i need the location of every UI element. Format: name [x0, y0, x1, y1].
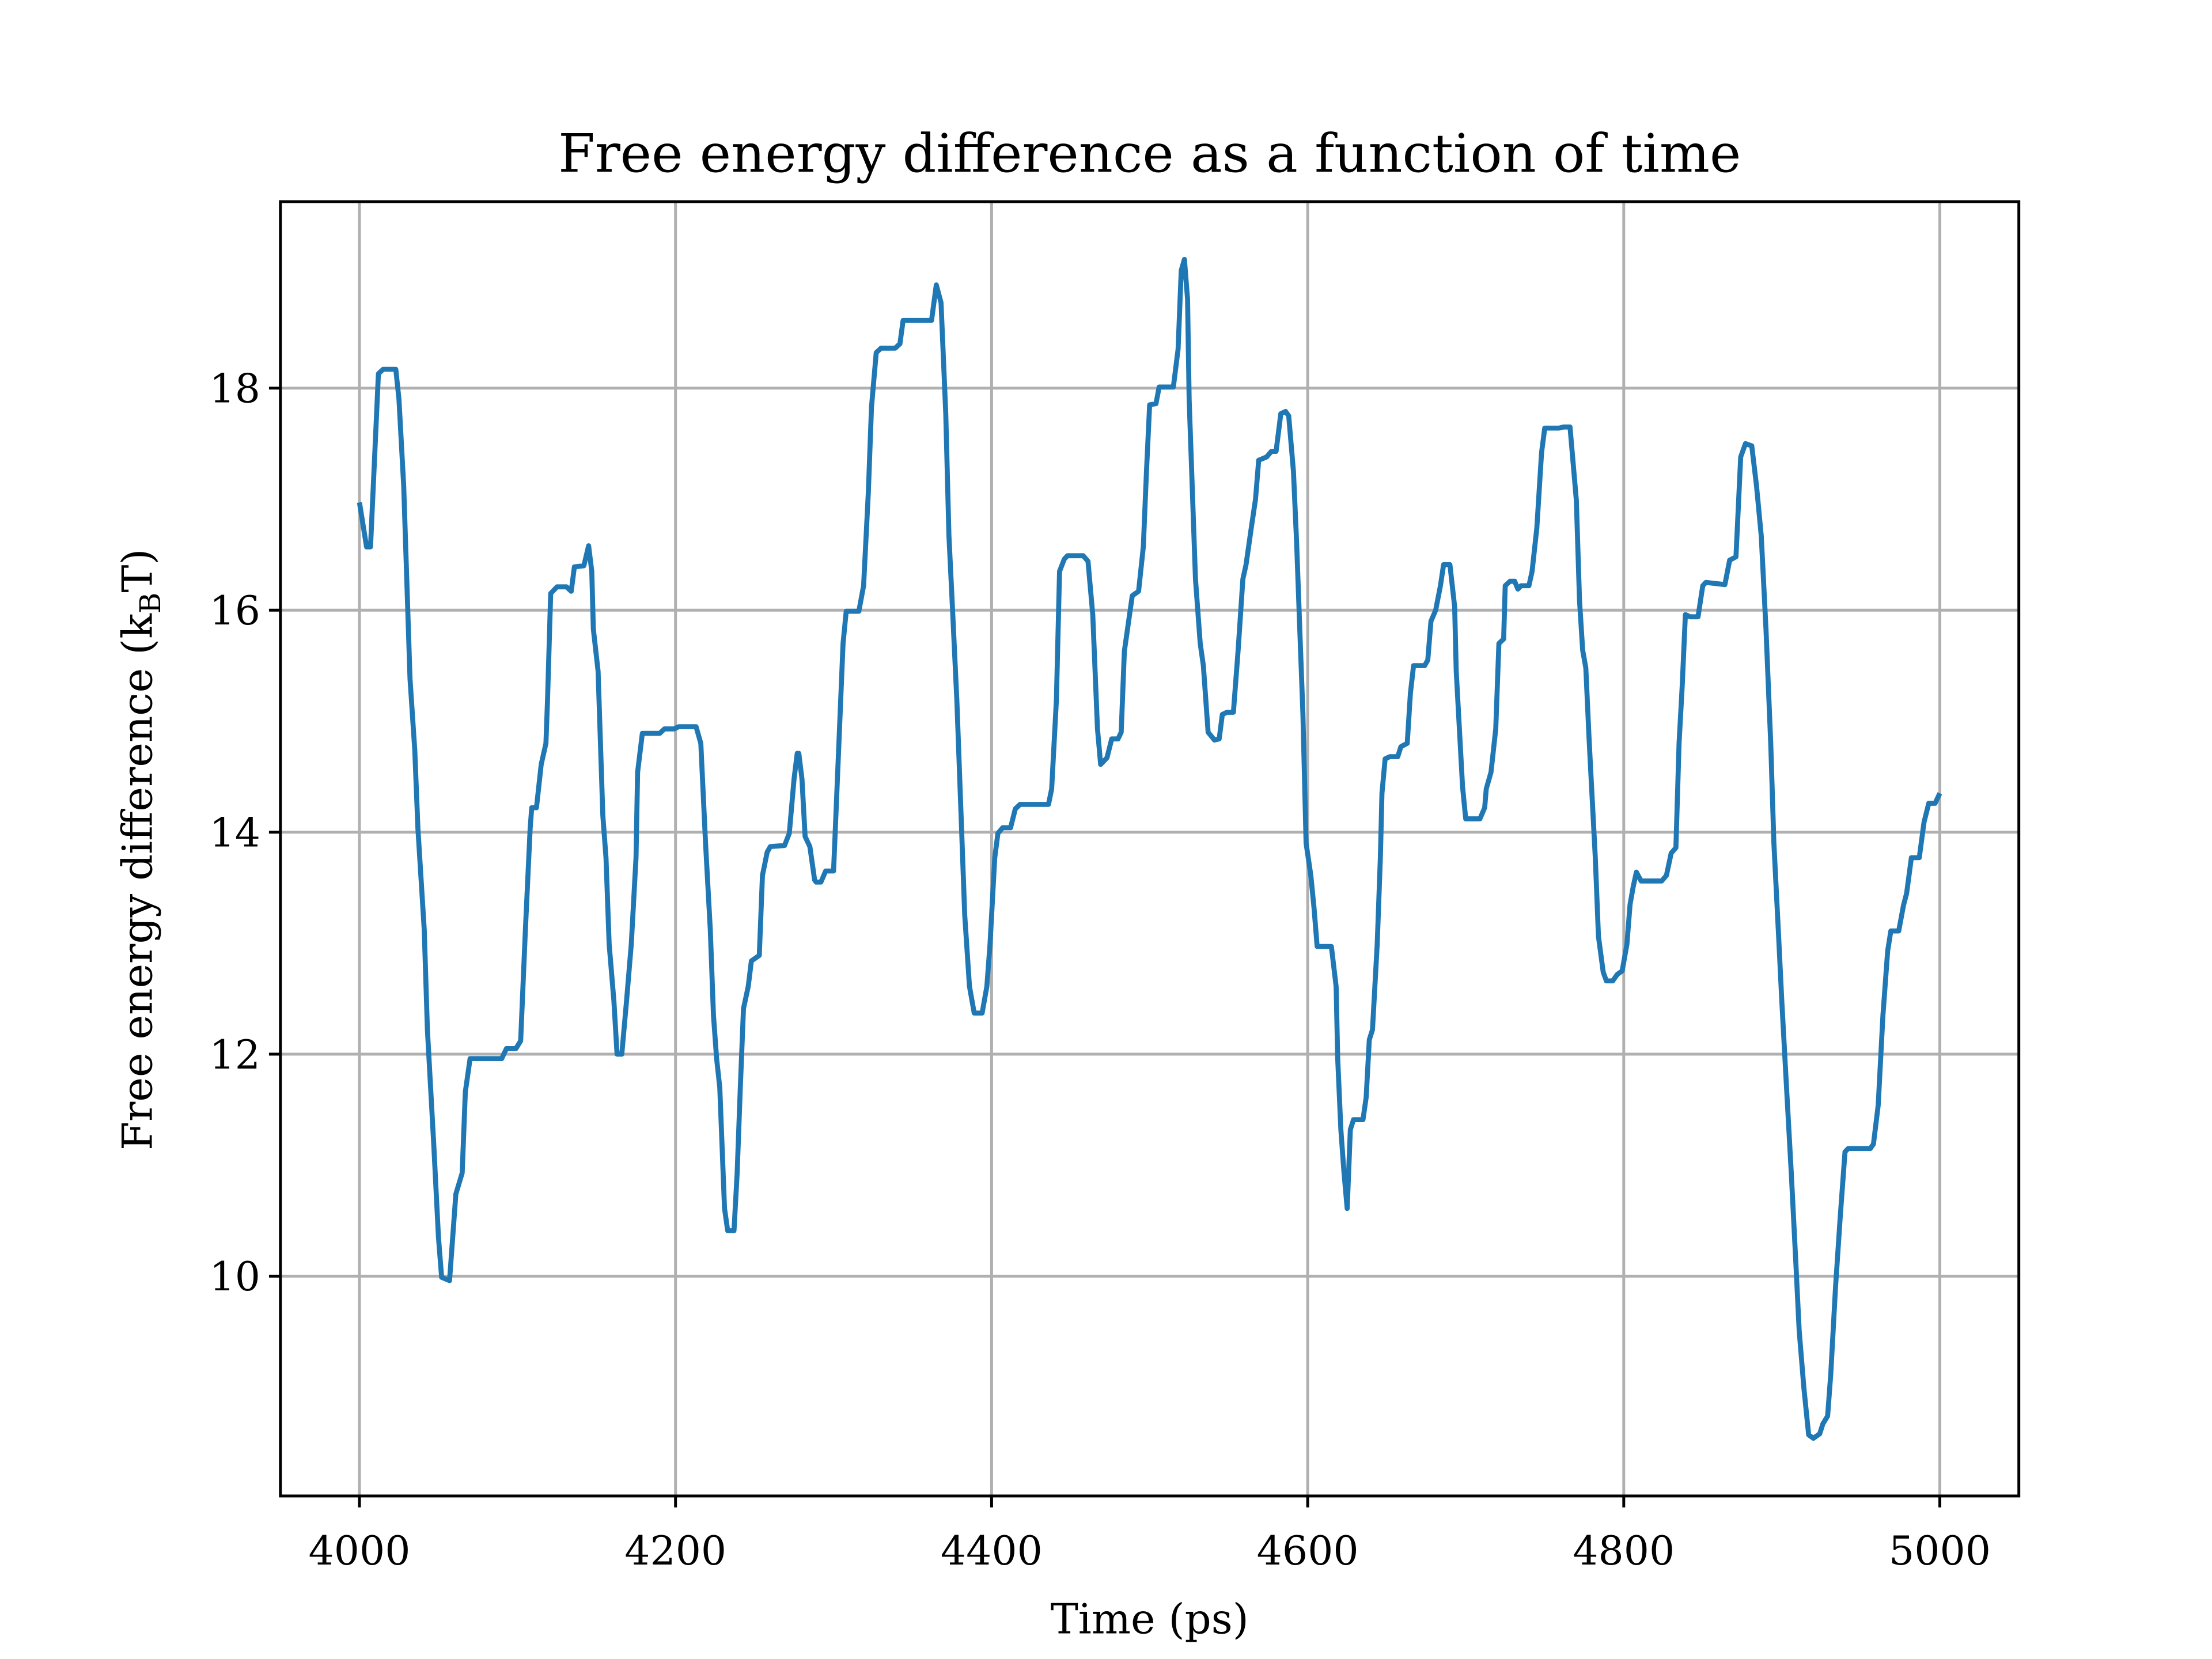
- y-axis-label-subscript: B: [134, 593, 167, 613]
- y-axis-label: Free energy difference (kBT): [113, 549, 167, 1150]
- y-tick-label: 16: [210, 588, 260, 634]
- y-tick-label: 14: [210, 809, 260, 856]
- chart-title: Free energy difference as a function of …: [558, 123, 1741, 184]
- x-tick-label: 4200: [624, 1528, 726, 1574]
- x-tick-label: 4800: [1573, 1528, 1675, 1574]
- y-axis-label-text: T): [113, 549, 161, 593]
- x-tick-label: 4000: [309, 1528, 411, 1574]
- x-axis-label: Time (ps): [1051, 1594, 1249, 1643]
- y-axis-label-text: Free energy difference (k: [113, 613, 161, 1150]
- y-tick-label: 18: [210, 366, 260, 412]
- x-tick-label: 4400: [941, 1528, 1043, 1574]
- x-tick-label: 5000: [1889, 1528, 1991, 1574]
- x-tick-label: 4600: [1257, 1528, 1359, 1574]
- y-tick-label: 12: [210, 1032, 260, 1078]
- y-tick-label: 10: [210, 1253, 260, 1300]
- plot-frame: [279, 200, 2021, 1498]
- data-line: [357, 256, 1942, 1441]
